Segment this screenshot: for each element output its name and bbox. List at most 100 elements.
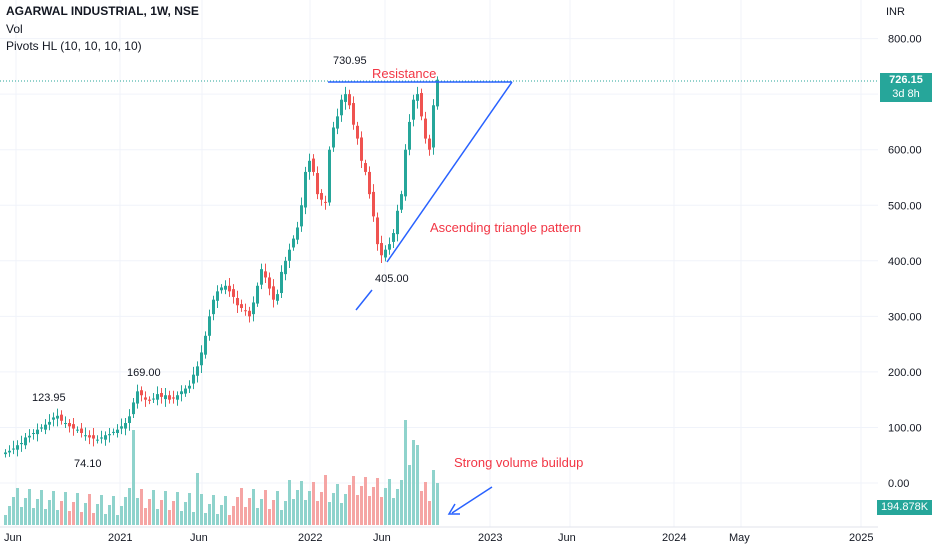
volume-bar	[212, 495, 215, 525]
volume-bar	[428, 501, 431, 525]
volume-bar	[152, 490, 155, 525]
volume-bar	[308, 491, 311, 525]
candle-body	[28, 435, 31, 438]
y-tick-label: 200.00	[888, 367, 922, 379]
candle-body	[152, 398, 155, 400]
volume-bar	[364, 477, 367, 525]
x-tick-label: Jun	[4, 532, 22, 544]
volume-bar	[36, 499, 39, 525]
candle-body	[344, 94, 347, 102]
volume-bar	[48, 500, 51, 525]
volume-bar	[340, 503, 343, 525]
annotation-triangle: Ascending triangle pattern	[430, 220, 581, 235]
volume-bar	[412, 440, 415, 525]
candle-body	[288, 249, 291, 261]
volume-bar	[276, 491, 279, 525]
volume-bar	[392, 498, 395, 525]
y-tick-label: 400.00	[888, 256, 922, 268]
candle-body	[364, 163, 367, 172]
countdown-badge: 3d 8h	[880, 87, 932, 102]
volume-bar	[316, 501, 319, 525]
candle-body	[236, 298, 239, 306]
last-price-badge: 726.15	[880, 73, 932, 87]
candle-body	[436, 79, 439, 107]
candle-body	[380, 243, 383, 256]
volume-bar	[60, 501, 63, 525]
volume-bar	[56, 510, 59, 525]
volume-bar	[216, 514, 219, 525]
candles	[4, 76, 439, 458]
volume-bar	[200, 494, 203, 525]
candle-body	[196, 366, 199, 376]
candle-body	[100, 437, 103, 439]
candle-body	[304, 171, 307, 208]
volume-bar	[180, 511, 183, 525]
candle-body	[108, 434, 111, 436]
x-tick-label: 2024	[662, 532, 686, 544]
candle-body	[140, 390, 143, 396]
symbol-title[interactable]: AGARWAL INDUSTRIAL, 1W, NSE	[6, 4, 199, 18]
volume-bar	[72, 502, 75, 525]
candle-body	[376, 217, 379, 245]
volume-bar	[280, 510, 283, 525]
volume-bar	[184, 502, 187, 525]
volume-bar	[24, 498, 27, 525]
candle-body	[388, 244, 391, 250]
volume-bar	[12, 497, 15, 525]
y-tick-label: 600.00	[888, 145, 922, 157]
candle-body	[164, 395, 167, 400]
volume-bar	[296, 490, 299, 525]
candle-body	[396, 210, 399, 235]
volume-bar	[272, 500, 275, 525]
candle-body	[132, 402, 135, 415]
volume-arrow-line	[451, 486, 493, 514]
volume-arrow-head	[447, 503, 460, 515]
candle-body	[280, 271, 283, 294]
volume-bar	[144, 508, 147, 525]
candle-body	[64, 423, 67, 425]
volume-bar	[352, 476, 355, 525]
candle-body	[232, 289, 235, 297]
candle-body	[348, 94, 351, 106]
volume-bar	[344, 494, 347, 525]
volume-bar	[32, 508, 35, 525]
candle-body	[20, 443, 23, 445]
candle-body	[420, 93, 423, 117]
x-tick-label: 2022	[298, 532, 322, 544]
candle-body	[424, 118, 427, 139]
volume-bar	[44, 509, 47, 525]
candle-body	[68, 423, 71, 427]
volume-bar	[332, 493, 335, 525]
volume-bar	[348, 485, 351, 525]
volume-bar	[264, 490, 267, 525]
candle-body	[432, 105, 435, 148]
candle-body	[76, 429, 79, 431]
candle-body	[276, 294, 279, 301]
pivots-indicator-label[interactable]: Pivots HL (10, 10, 10, 10)	[6, 39, 142, 53]
candle-body	[112, 431, 115, 433]
volume-bar	[292, 499, 295, 525]
pivot-label-169: 169.00	[127, 367, 161, 379]
candle-body	[272, 286, 275, 300]
volume-bar	[52, 491, 55, 525]
volume-bar	[432, 470, 435, 525]
candle-body	[300, 205, 303, 227]
candle-body	[324, 201, 327, 203]
volume-bar	[336, 484, 339, 525]
y-axis: 800.00700.00600.00500.00400.00300.00200.…	[888, 34, 922, 490]
volume-bar	[104, 514, 107, 525]
volume-bar	[28, 489, 31, 525]
candle-body	[228, 285, 231, 292]
candle-body	[184, 388, 187, 394]
candle-body	[216, 291, 219, 301]
candle-body	[8, 450, 11, 453]
volume-bar	[400, 480, 403, 525]
candle-body	[36, 429, 39, 435]
candle-body	[332, 127, 335, 148]
candle-body	[172, 397, 175, 399]
candle-body	[292, 238, 295, 248]
candle-body	[416, 94, 419, 101]
pivot-label-730: 730.95	[333, 55, 367, 67]
volume-bar	[284, 501, 287, 525]
vol-indicator-label[interactable]: Vol	[6, 22, 23, 36]
